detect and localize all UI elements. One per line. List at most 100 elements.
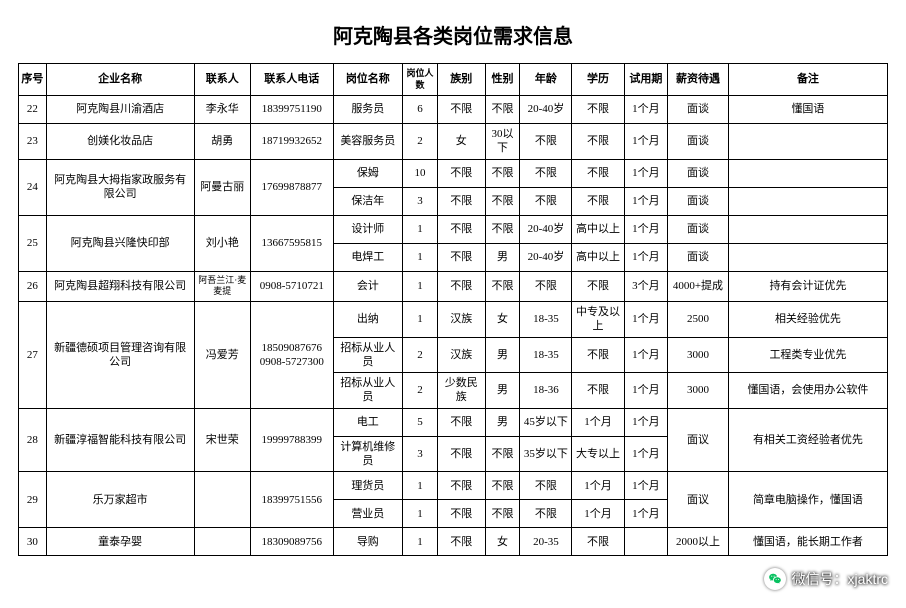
table-cell: 28 (19, 408, 47, 472)
table-cell: 1个月 (624, 472, 667, 500)
table-row: 27新疆德硕项目管理咨询有限公司冯爱芳18509087676 0908-5727… (19, 301, 888, 337)
table-cell: 45岁以下 (520, 408, 572, 436)
table-row: 30童泰孕婴18309089756导购1不限女20-35不限2000以上懂国语，… (19, 528, 888, 556)
table-cell: 新疆淳福智能科技有限公司 (46, 408, 194, 472)
table-cell: 乐万家超市 (46, 472, 194, 528)
table-cell: 不限 (437, 215, 485, 243)
table-cell: 服务员 (333, 96, 403, 124)
table-cell: 不限 (485, 96, 520, 124)
table-cell: 女 (485, 528, 520, 556)
table-cell: 1 (403, 472, 438, 500)
col-header: 联系人 (194, 64, 250, 96)
document-page: 阿克陶县各类岗位需求信息 序号企业名称联系人联系人电话岗位名称岗位人数族别性别年… (0, 0, 906, 566)
col-header: 学历 (572, 64, 624, 96)
col-header: 联系人电话 (251, 64, 334, 96)
table-cell: 男 (485, 373, 520, 409)
table-cell: 面谈 (668, 124, 729, 160)
wechat-icon (764, 568, 786, 590)
table-cell: 不限 (572, 373, 624, 409)
table-cell: 13667595815 (251, 215, 334, 271)
table-cell: 18-35 (520, 301, 572, 337)
table-cell: 25 (19, 215, 47, 271)
table-cell: 30以下 (485, 124, 520, 160)
table-row: 22阿克陶县川渝酒店李永华18399751190服务员6不限不限20-40岁不限… (19, 96, 888, 124)
table-cell: 不限 (437, 159, 485, 187)
table-cell: 3 (403, 187, 438, 215)
table-cell: 5 (403, 408, 438, 436)
table-cell: 不限 (520, 271, 572, 301)
table-cell: 不限 (572, 271, 624, 301)
table-cell: 不限 (520, 187, 572, 215)
table-cell: 持有会计证优先 (728, 271, 887, 301)
table-cell: 阿克陶县大拇指家政服务有限公司 (46, 159, 194, 215)
table-cell: 营业员 (333, 500, 403, 528)
col-header: 岗位名称 (333, 64, 403, 96)
table-cell: 20-35 (520, 528, 572, 556)
table-cell (624, 528, 667, 556)
table-cell: 男 (485, 243, 520, 271)
table-cell: 面议 (668, 472, 729, 528)
table-cell: 17699878877 (251, 159, 334, 215)
table-cell: 3000 (668, 373, 729, 409)
table-cell: 导购 (333, 528, 403, 556)
table-cell: 高中以上 (572, 215, 624, 243)
table-cell: 1 (403, 215, 438, 243)
table-cell (728, 215, 887, 243)
table-cell: 18719932652 (251, 124, 334, 160)
table-cell: 1 (403, 243, 438, 271)
table-cell (728, 243, 887, 271)
table-cell: 懂国语，能长期工作者 (728, 528, 887, 556)
table-cell: 不限 (485, 187, 520, 215)
table-row: 29乐万家超市18399751556理货员1不限不限不限1个月1个月面议简章电脑… (19, 472, 888, 500)
table-cell: 1个月 (624, 373, 667, 409)
table-cell: 高中以上 (572, 243, 624, 271)
table-cell (728, 159, 887, 187)
table-cell: 不限 (572, 528, 624, 556)
table-cell: 会计 (333, 271, 403, 301)
table-cell: 阿曼古丽 (194, 159, 250, 215)
table-cell: 面谈 (668, 243, 729, 271)
table-cell: 不限 (485, 159, 520, 187)
table-cell: 19999788399 (251, 408, 334, 472)
table-cell: 中专及以上 (572, 301, 624, 337)
col-header: 试用期 (624, 64, 667, 96)
table-cell: 3 (403, 436, 438, 472)
table-body: 22阿克陶县川渝酒店李永华18399751190服务员6不限不限20-40岁不限… (19, 96, 888, 556)
table-cell: 1个月 (624, 187, 667, 215)
table-cell: 设计师 (333, 215, 403, 243)
table-cell: 18509087676 0908-5727300 (251, 301, 334, 408)
table-row: 25阿克陶县兴隆快印部刘小艳13667595815设计师1不限不限20-40岁高… (19, 215, 888, 243)
table-cell: 20-40岁 (520, 96, 572, 124)
table-cell: 不限 (437, 271, 485, 301)
watermark-label: 微信号：xjaktrc (792, 569, 888, 589)
table-cell: 18-36 (520, 373, 572, 409)
table-cell: 工程类专业优先 (728, 337, 887, 373)
table-cell: 1个月 (572, 408, 624, 436)
job-table: 序号企业名称联系人联系人电话岗位名称岗位人数族别性别年龄学历试用期薪资待遇备注 … (18, 63, 888, 556)
table-cell: 男 (485, 408, 520, 436)
table-cell: 不限 (437, 96, 485, 124)
table-cell: 1个月 (624, 243, 667, 271)
table-cell: 阿克陶县超翔科技有限公司 (46, 271, 194, 301)
table-cell: 招标从业人员 (333, 373, 403, 409)
table-cell: 男 (485, 337, 520, 373)
table-cell: 美容服务员 (333, 124, 403, 160)
table-cell: 1个月 (624, 436, 667, 472)
table-cell: 29 (19, 472, 47, 528)
table-cell: 10 (403, 159, 438, 187)
table-cell: 面谈 (668, 187, 729, 215)
table-cell: 创媄化妆品店 (46, 124, 194, 160)
table-cell: 1个月 (624, 301, 667, 337)
table-cell: 有相关工资经验者优先 (728, 408, 887, 472)
table-cell: 22 (19, 96, 47, 124)
table-cell: 出纳 (333, 301, 403, 337)
table-cell: 不限 (437, 187, 485, 215)
col-header: 岗位人数 (403, 64, 438, 96)
table-cell: 大专以上 (572, 436, 624, 472)
table-cell: 童泰孕婴 (46, 528, 194, 556)
table-cell: 2000以上 (668, 528, 729, 556)
table-cell: 35岁以下 (520, 436, 572, 472)
table-cell: 1个月 (624, 215, 667, 243)
table-cell: 1个月 (624, 124, 667, 160)
table-cell: 18399751190 (251, 96, 334, 124)
